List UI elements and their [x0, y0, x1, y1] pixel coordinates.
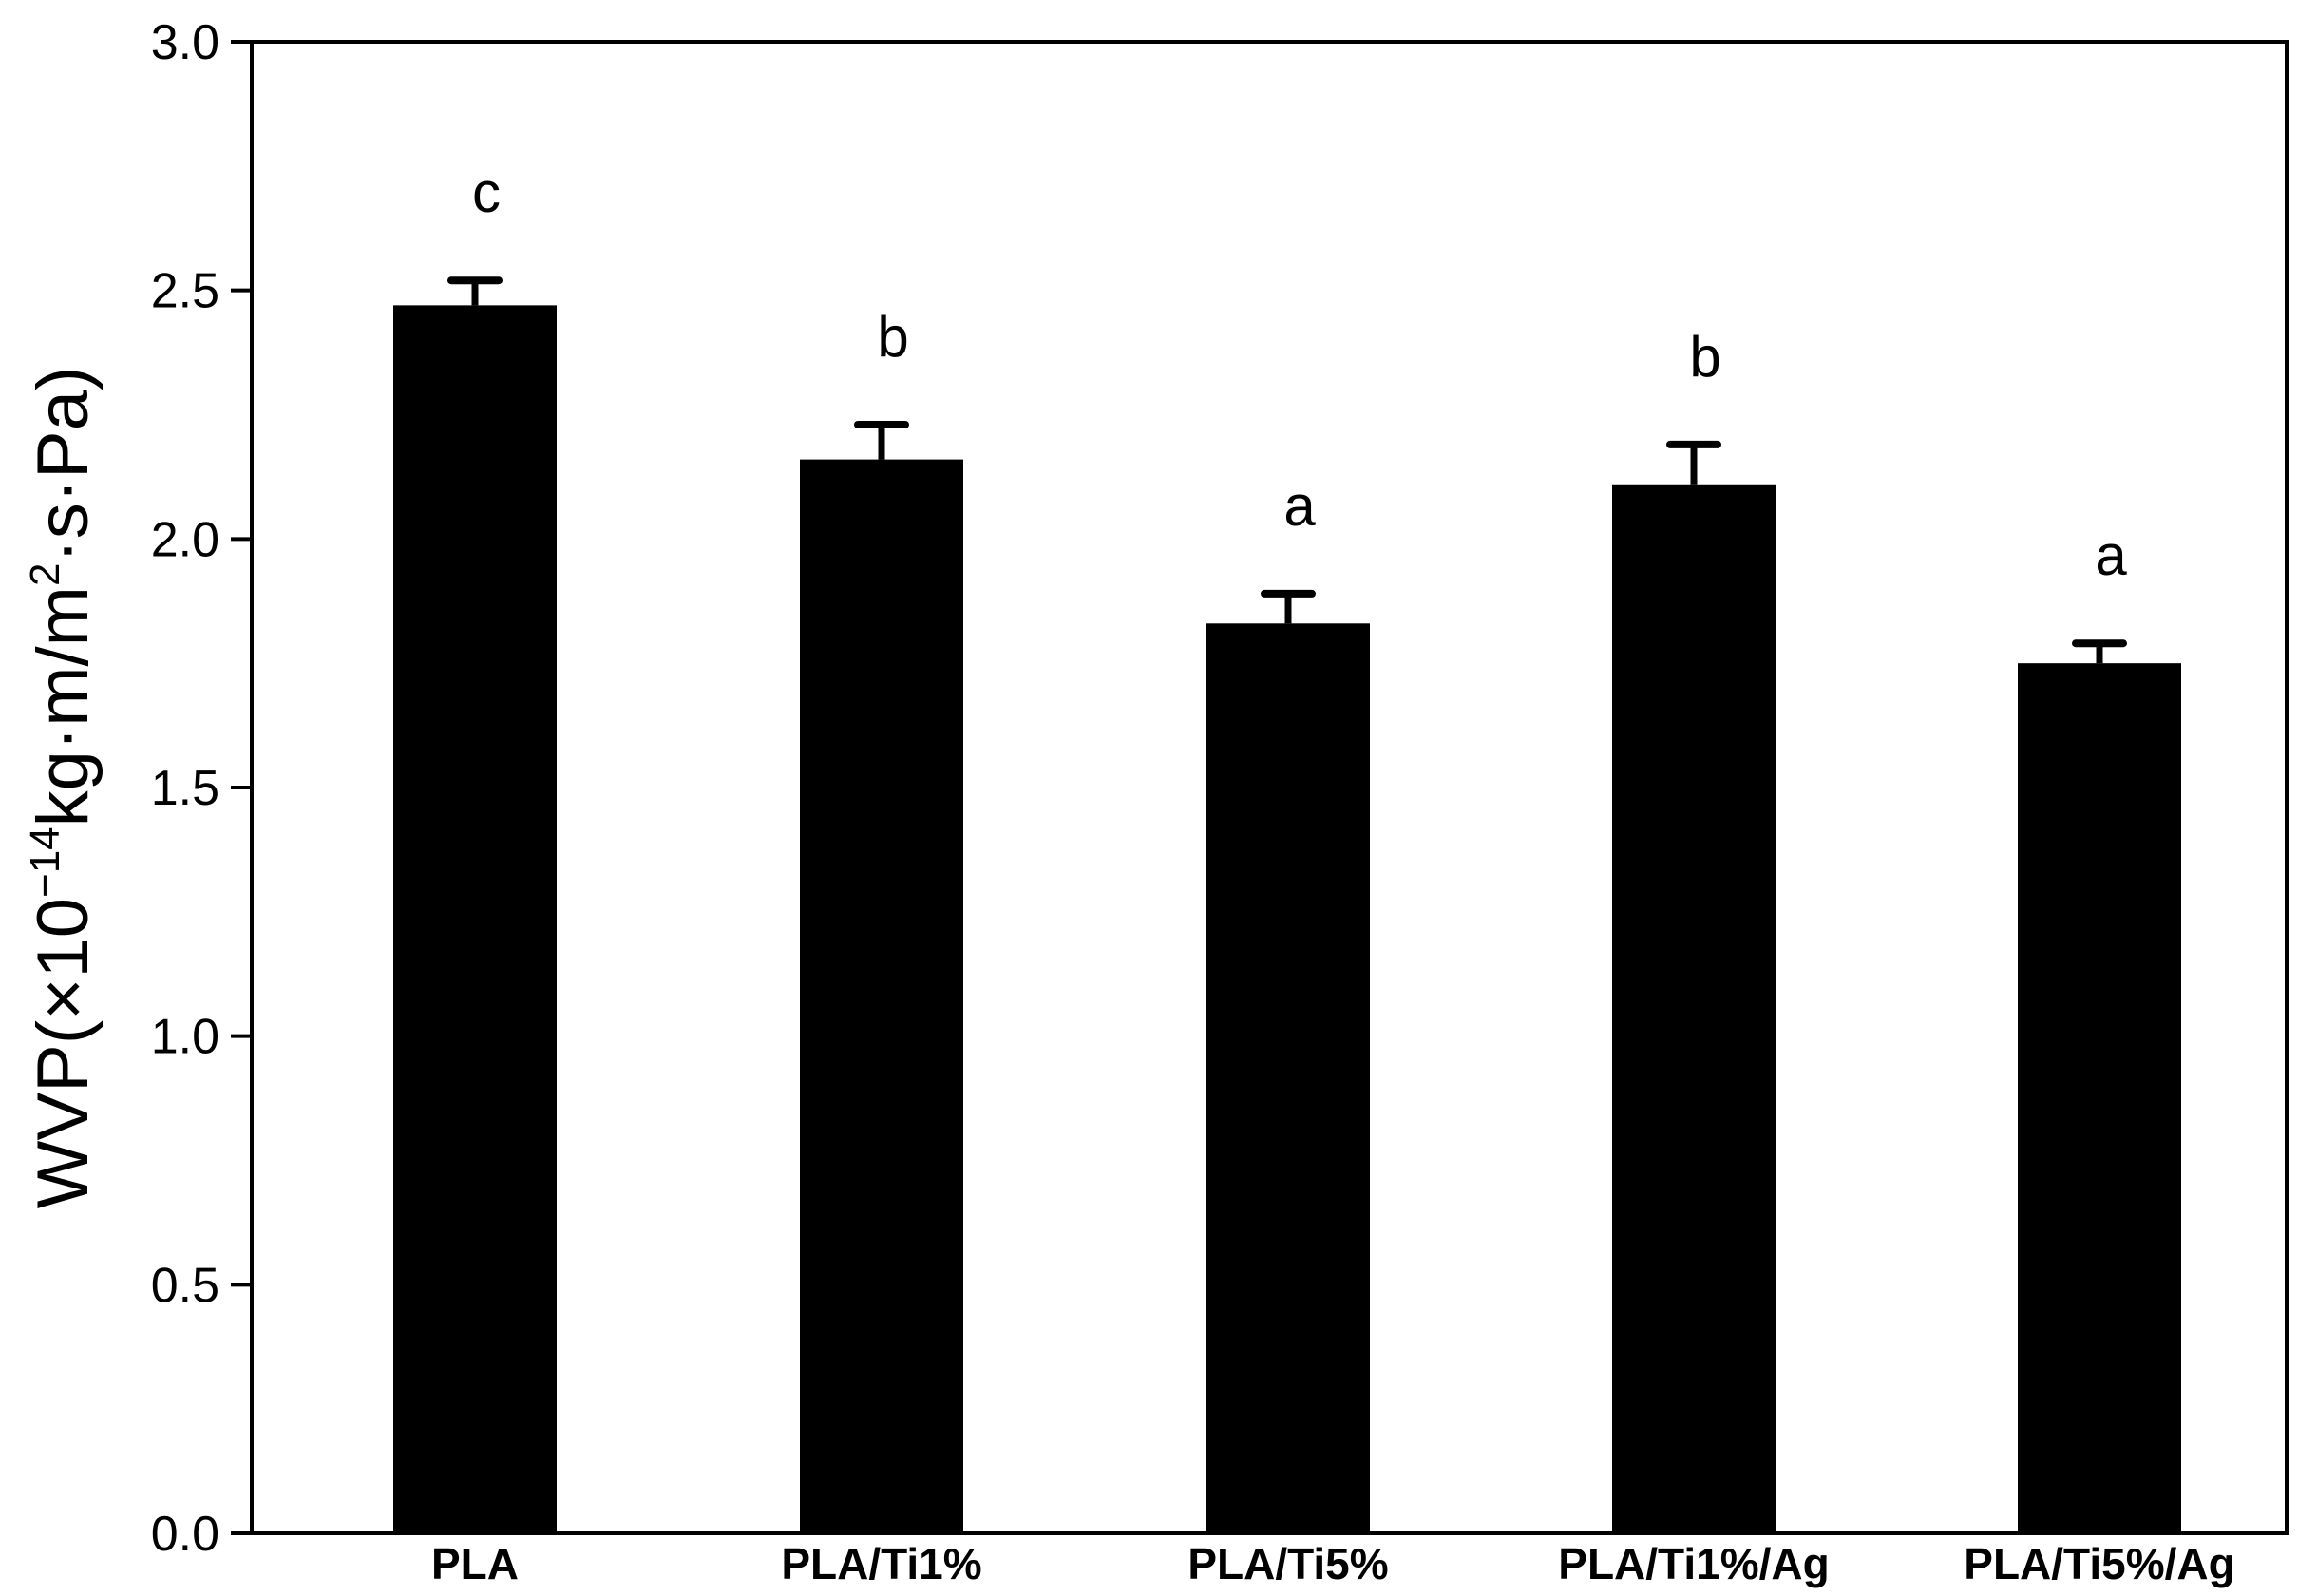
bar [800, 459, 963, 1534]
y-axis-title-exp2: 2 [22, 563, 68, 586]
bar [393, 305, 557, 1533]
significance-label: b [1689, 325, 1720, 389]
x-tick-label: PLA/Ti1%/Ag [1558, 1539, 1829, 1588]
y-tick-label: 0.5 [151, 1258, 219, 1313]
significance-label: a [1283, 474, 1316, 538]
y-axis-title-main: WVP(×10 [23, 898, 104, 1208]
bars: c b a b a [393, 161, 2181, 1534]
y-tick-label: 0.0 [151, 1507, 219, 1562]
x-tick-label: PLA/Ti5%/Ag [1964, 1539, 2234, 1588]
significance-label: a [2095, 523, 2127, 587]
y-axis-title: WVP(×10−14kg·m/m2·s·Pa) [22, 367, 104, 1209]
x-tick-label: PLA [431, 1539, 519, 1588]
x-tick-label: PLA/Ti1% [781, 1539, 981, 1588]
y-tick-label: 2.5 [151, 264, 219, 319]
significance-label: c [472, 161, 501, 224]
y-tick-label: 3.0 [151, 15, 219, 70]
x-tick-label: PLA/Ti5% [1187, 1539, 1388, 1588]
y-axis: 0.0 0.5 1.0 1.5 2.0 2.5 3.0 [151, 15, 252, 1562]
y-axis-title-exp1: −14 [22, 826, 68, 898]
y-axis-title-mid: kg·m/m [23, 586, 104, 826]
significance-label: b [877, 305, 908, 369]
y-tick-label: 2.0 [151, 512, 219, 567]
x-axis: PLA PLA/Ti1% PLA/Ti5% PLA/Ti1%/Ag PLA/Ti5%/A… [431, 1518, 2235, 1588]
bar [2018, 663, 2181, 1533]
y-tick-label: 1.5 [151, 761, 219, 816]
bar [1612, 484, 1776, 1534]
bar [1206, 623, 1370, 1533]
y-tick-label: 1.0 [151, 1010, 219, 1065]
y-axis-title-end: ·s·Pa) [23, 367, 104, 563]
